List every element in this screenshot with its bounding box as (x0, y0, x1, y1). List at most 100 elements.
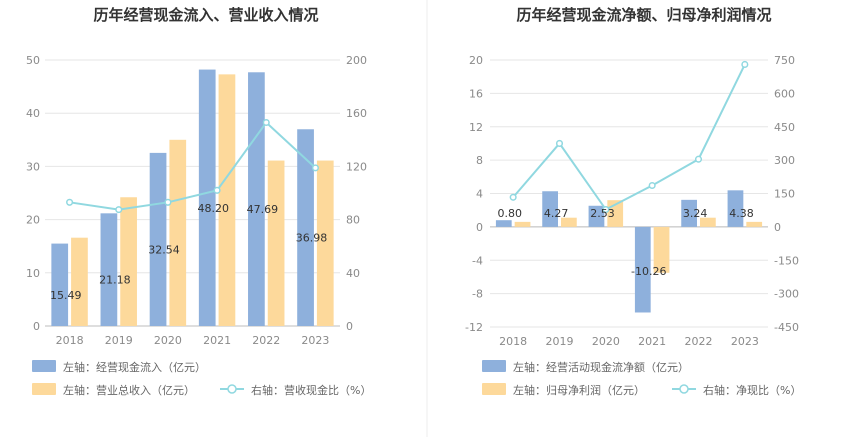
line-point (213, 186, 221, 194)
y-left-tick-label: -12 (465, 321, 483, 334)
bar-secondary (218, 74, 236, 326)
bar-primary (198, 69, 216, 327)
x-tick-label: 2018 (56, 334, 84, 347)
data-label: 3.24 (683, 207, 708, 220)
legend-label: 左轴：营业总收入（亿元） (63, 383, 195, 397)
x-tick-label: 2023 (731, 335, 759, 348)
data-label: 32.54 (148, 243, 180, 256)
data-label: 4.38 (729, 207, 754, 220)
y-right-tick-label: 40 (346, 267, 360, 280)
chart-panel-1: 历年经营现金流入、营业收入情况 0 10 20 30 40 50 0 40 80 120 160 200… (26, 6, 371, 397)
y-left-tick-label: 50 (26, 54, 40, 67)
y-right-tick-label: 150 (774, 188, 795, 201)
bar-secondary (71, 237, 88, 326)
data-label: 48.20 (197, 202, 229, 215)
data-label: 0.80 (498, 207, 523, 220)
x-tick-label: 2019 (546, 335, 574, 348)
line-point (66, 198, 74, 206)
x-tick-label: 2018 (499, 335, 527, 348)
line-point (555, 139, 564, 147)
y-left-tick-label: 4 (476, 188, 483, 201)
line-point (115, 206, 123, 214)
bar-secondary (746, 221, 763, 227)
bar-primary (51, 243, 69, 326)
bar-secondary (316, 160, 334, 326)
data-label: 4.27 (544, 207, 569, 220)
bar-primary (681, 199, 697, 227)
data-label: 15.49 (50, 289, 82, 302)
x-tick-label: 2019 (105, 334, 133, 347)
y-left-tick-label: 16 (469, 87, 483, 100)
legend-swatch (482, 360, 506, 372)
bar-primary (634, 226, 651, 313)
bar-secondary (120, 197, 137, 326)
y-right-tick-label: 0 (346, 320, 353, 333)
legend-line-marker (679, 384, 689, 394)
legend-label: 左轴：经营现金流入（亿元） (63, 360, 206, 374)
y-left-tick-label: -4 (472, 254, 483, 267)
y-right-tick-label: 0 (774, 221, 781, 234)
legend-swatch (32, 383, 56, 395)
data-label: 21.18 (99, 274, 131, 287)
y-left-tick-label: 0 (476, 221, 483, 234)
bar-primary (297, 129, 314, 326)
legend-swatch (32, 360, 56, 372)
bar-primary (727, 190, 744, 227)
bar-primary (588, 205, 605, 227)
bar-secondary (561, 217, 577, 227)
legend-label: 右轴：营收现金比（%） (251, 383, 371, 397)
y-right-tick-label: 750 (774, 54, 795, 67)
bar-primary (248, 72, 265, 326)
legend-label: 左轴：归母净利润（亿元） (513, 383, 645, 397)
y-right-tick-label: -150 (774, 254, 799, 267)
x-tick-label: 2021 (638, 335, 666, 348)
line-series (69, 121, 317, 211)
y-left-tick-label: 20 (469, 54, 483, 67)
bar-secondary (169, 139, 187, 326)
legend-label: 左轴：经营活动现金流净额（亿元） (513, 360, 689, 374)
y-left-tick-label: -8 (472, 288, 483, 301)
y-left-tick-label: 12 (469, 121, 483, 134)
y-right-tick-label: 450 (774, 121, 795, 134)
y-right-tick-label: 120 (346, 160, 367, 173)
y-right-tick-label: 80 (346, 214, 360, 227)
bar-primary (100, 213, 118, 326)
bar-secondary (700, 217, 716, 227)
y-right-tick-label: 600 (774, 87, 795, 100)
y-right-tick-label: 160 (346, 107, 367, 120)
bar-primary (149, 152, 167, 326)
x-tick-label: 2020 (154, 334, 182, 347)
chart-panel-2: 历年经营现金流净额、归母净利润情况 -12 -8 -4 0 4 8 12 16 20 -450 -30… (465, 6, 801, 397)
y-left-tick-label: 8 (476, 154, 483, 167)
line-point (164, 198, 172, 206)
bar-secondary (514, 221, 531, 227)
bar-secondary (267, 160, 285, 326)
bar-primary (542, 191, 558, 227)
y-left-tick-label: 20 (26, 214, 40, 227)
line-point (648, 181, 656, 190)
x-tick-label: 2022 (685, 335, 713, 348)
y-right-tick-label: -300 (774, 288, 799, 301)
line-point (262, 118, 270, 127)
data-label: 36.98 (296, 232, 328, 245)
legend-swatch (482, 383, 506, 395)
bar-secondary (653, 226, 670, 273)
y-left-tick-label: 30 (26, 160, 40, 173)
chart-title: 历年经营现金流净额、归母净利润情况 (516, 6, 771, 24)
data-label: 2.53 (590, 207, 615, 220)
data-label: 47.69 (247, 203, 279, 216)
line-point (311, 164, 319, 172)
x-tick-label: 2020 (592, 335, 620, 348)
x-tick-label: 2022 (252, 334, 280, 347)
line-point (741, 60, 749, 68)
chart-title: 历年经营现金流入、营业收入情况 (93, 6, 318, 24)
line-series (512, 64, 746, 211)
line-point (694, 155, 703, 163)
y-right-tick-label: -450 (774, 321, 799, 334)
x-tick-label: 2021 (203, 334, 231, 347)
line-point (509, 193, 517, 201)
legend-line-marker (227, 384, 237, 394)
x-tick-label: 2023 (301, 334, 329, 347)
